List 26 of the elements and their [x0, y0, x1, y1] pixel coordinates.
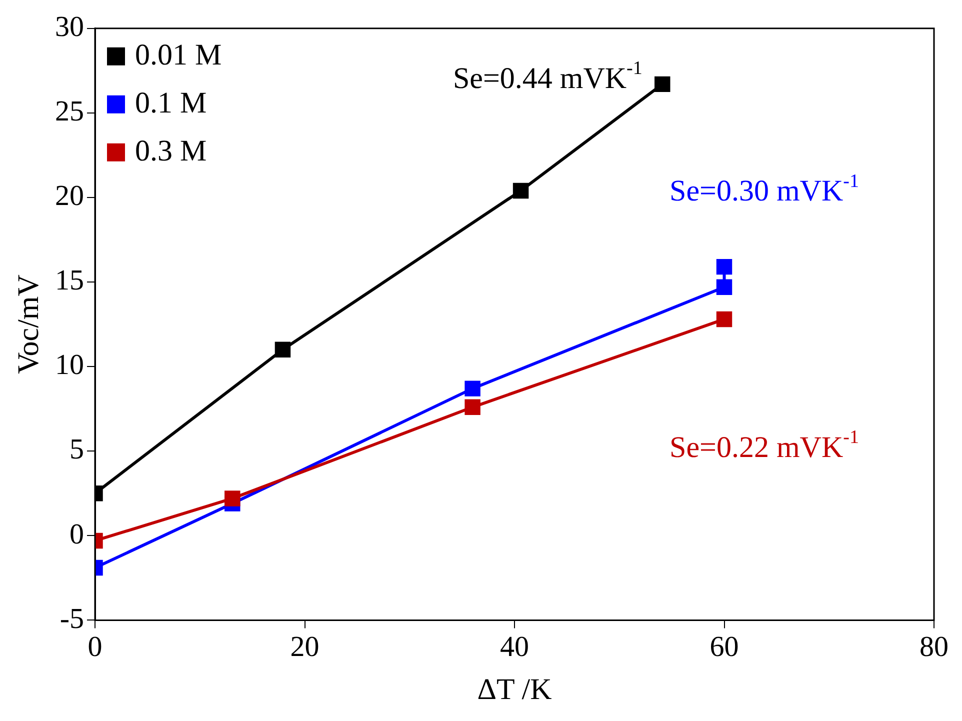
x-tick-label: 20: [290, 631, 320, 664]
legend-label: 0.1 M: [135, 86, 207, 120]
y-tick-label: 10: [55, 349, 84, 382]
legend-label: 0.01 M: [135, 38, 222, 72]
point: [512, 182, 529, 199]
point: [464, 380, 480, 396]
y-axis-title: Voc/mV: [12, 274, 45, 374]
point: [716, 311, 732, 328]
point: [654, 76, 670, 92]
point: [224, 490, 240, 506]
y-tick-label: 15: [55, 264, 84, 297]
legend-label: 0.3 M: [135, 134, 207, 168]
y-tick-label: 0: [70, 518, 84, 550]
y-tick-label: 20: [55, 180, 84, 212]
point: [716, 258, 732, 275]
y-tick-label: -5: [60, 602, 84, 635]
point: [274, 342, 291, 358]
point: [464, 399, 480, 416]
x-axis-title: ΔT /K: [477, 672, 552, 706]
y-tick-label: 5: [70, 434, 84, 466]
point: [716, 279, 732, 295]
x-tick-label: 80: [920, 631, 948, 664]
y-tick-label: 30: [55, 11, 84, 44]
x-tick-label: 40: [500, 631, 529, 664]
y-tick-label: 25: [55, 96, 84, 128]
x-tick-label: 60: [710, 631, 739, 664]
